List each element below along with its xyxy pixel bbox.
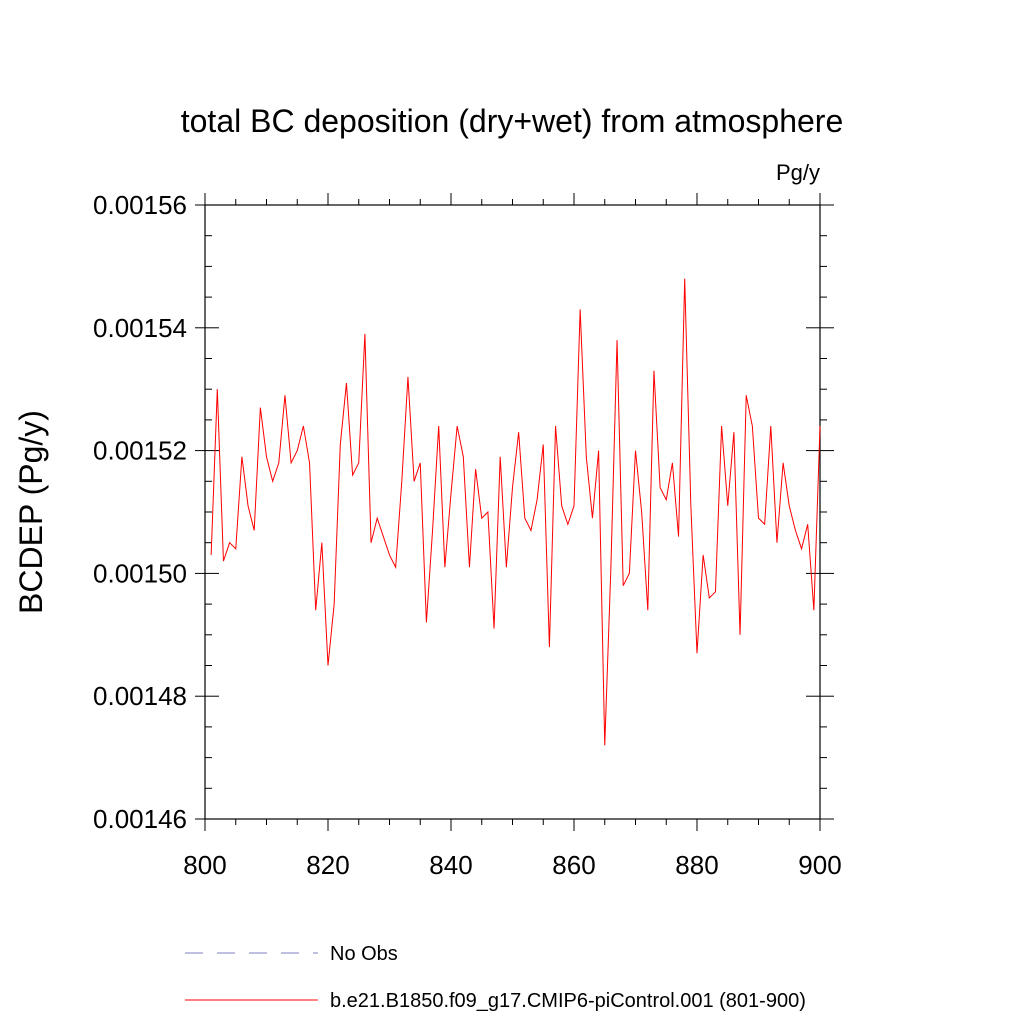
- y-tick-label: 0.00146: [93, 804, 187, 834]
- axis-ticks: [195, 193, 834, 831]
- legend-label-no-obs: No Obs: [330, 943, 398, 965]
- units-label: Pg/y: [776, 160, 820, 185]
- y-tick-label: 0.00148: [93, 681, 187, 711]
- y-tick-label: 0.00156: [93, 190, 187, 220]
- x-tick-label: 900: [798, 850, 841, 880]
- chart-title: total BC deposition (dry+wet) from atmos…: [181, 103, 844, 139]
- legend-label-series: b.e21.B1850.f09_g17.CMIP6-piControl.001 …: [330, 990, 806, 1012]
- y-axis-label: BCDEP (Pg/y): [13, 410, 49, 614]
- plot-frame: [204, 204, 821, 820]
- series-line: [210, 278, 821, 746]
- y-tick-label: 0.00154: [93, 313, 187, 343]
- y-tick-label: 0.00152: [93, 436, 187, 466]
- x-tick-label: 860: [552, 850, 595, 880]
- series-layer: [210, 278, 821, 746]
- x-tick-label: 880: [675, 850, 718, 880]
- x-tick-label: 820: [306, 850, 349, 880]
- legend: No Obs b.e21.B1850.f09_g17.CMIP6-piContr…: [185, 943, 806, 1012]
- y-tick-label: 0.00150: [93, 558, 187, 588]
- x-tick-label: 840: [429, 850, 472, 880]
- x-tick-label: 800: [183, 850, 226, 880]
- tick-labels: 800 820 840 860 880 900 0.00146 0.00148 0.00150 0…: [93, 190, 842, 880]
